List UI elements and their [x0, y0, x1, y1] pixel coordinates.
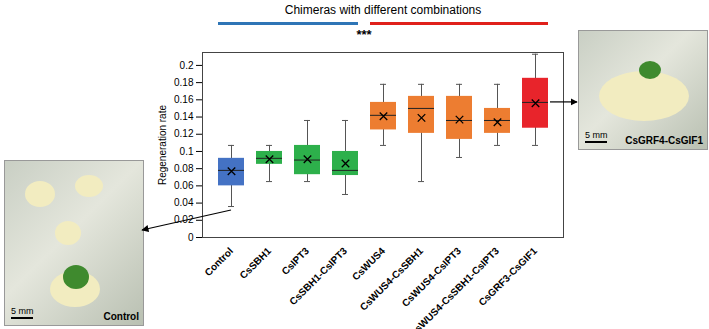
html-text:5 mm: 5 mm — [585, 130, 608, 140]
svg-text:0.14: 0.14 — [174, 111, 194, 122]
svg-text:0.1: 0.1 — [180, 146, 194, 157]
svg-text:0.08: 0.08 — [174, 163, 194, 174]
svg-text:CsSBH1-CsIPT3: CsSBH1-CsIPT3 — [287, 245, 349, 307]
svg-text:0.02: 0.02 — [174, 214, 194, 225]
svg-text:CsGRF3-CsGIF1: CsGRF3-CsGIF1 — [476, 245, 539, 308]
html-text:Chimeras with different combin: Chimeras with different combinations — [284, 3, 482, 17]
svg-text:Regeneration rate: Regeneration rate — [157, 105, 168, 185]
svg-text:0.16: 0.16 — [174, 94, 194, 105]
svg-text:0: 0 — [188, 232, 194, 243]
svg-text:CsWUS4-CsIPT3: CsWUS4-CsIPT3 — [399, 245, 464, 309]
svg-text:CsWUS4: CsWUS4 — [350, 245, 388, 283]
html-text:CsGRF4-CsGIF1: CsGRF4-CsGIF1 — [625, 135, 703, 146]
svg-text:Control: Control — [202, 245, 235, 278]
svg-text:0.18: 0.18 — [174, 77, 194, 88]
html-text:5 mm: 5 mm — [11, 306, 34, 316]
svg-text:CsWUS4-CsSBH1: CsWUS4-CsSBH1 — [358, 245, 426, 313]
svg-text:0.12: 0.12 — [174, 128, 194, 139]
svg-text:0.06: 0.06 — [174, 180, 194, 191]
html-text:Control: Control — [103, 311, 139, 322]
svg-text:0.2: 0.2 — [180, 60, 194, 71]
svg-text:CsIPT3: CsIPT3 — [279, 245, 311, 277]
svg-text:CsSBH1: CsSBH1 — [237, 245, 273, 281]
svg-text:0.04: 0.04 — [174, 197, 194, 208]
svg-text:CsWUS4-CsSBH1-CsIPT3: CsWUS4-CsSBH1-CsIPT3 — [407, 245, 501, 329]
